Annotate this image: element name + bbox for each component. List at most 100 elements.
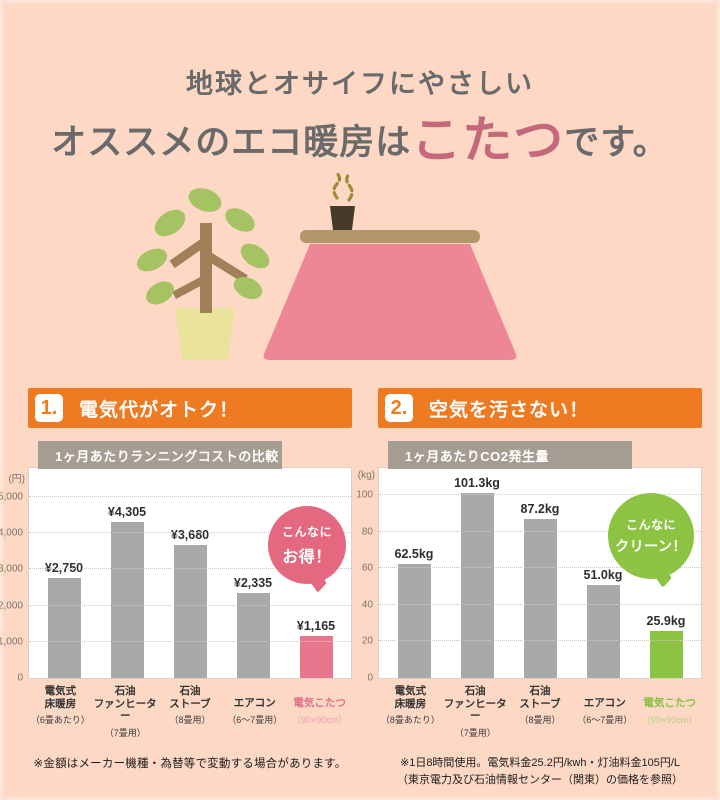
category-cell: 電気こたつ （90×90cm） bbox=[637, 685, 702, 739]
gridline bbox=[29, 568, 351, 570]
clean-badge-line1: こんなに bbox=[625, 518, 676, 532]
co2-note: ※1日8時間使用。電気料金25.2円/kwh・灯油料金105円/L （東京電力及… bbox=[378, 755, 702, 789]
bar-value-label: 101.3kg bbox=[454, 476, 500, 491]
category-note: （7畳用） bbox=[104, 727, 146, 738]
bar bbox=[110, 522, 144, 678]
gridline bbox=[379, 567, 701, 569]
bar-column: 87.2kg bbox=[510, 468, 570, 678]
bar bbox=[47, 578, 81, 678]
bar-value-label: 62.5kg bbox=[394, 546, 434, 561]
cost-chart-plot-area: (円) ¥2,750 ¥4,305 ¥3,680 ¥2,335 ¥1,165 こんなに … bbox=[0, 467, 352, 684]
co2-chart-category-labels: 電気式 床暖房 （8畳あたり） 石油 ファンヒーター （7畳用） 石油 ストーブ （8畳用… bbox=[378, 685, 702, 739]
y-tick-label: 0 bbox=[17, 672, 23, 684]
category-note: （6〜7畳用） bbox=[227, 715, 283, 725]
y-tick-label: 20 bbox=[361, 635, 373, 647]
kotatsu-illustration bbox=[136, 171, 517, 360]
bar-value-label: ¥1,165 bbox=[296, 618, 336, 633]
bar-value-label: 25.9kg bbox=[646, 613, 686, 628]
category-note: （90×90cm） bbox=[291, 715, 348, 725]
clean-badge: こんなに クリーン！ bbox=[608, 493, 694, 579]
y-tick-label: 80 bbox=[361, 526, 373, 538]
bar-value-label: ¥3,680 bbox=[170, 527, 210, 542]
header-title-highlight: こたつ bbox=[411, 110, 565, 169]
co2-chart-plot-area: (kg) 62.5kg 101.3kg 87.2kg 51.0kg 25.9kg こんな… bbox=[356, 467, 702, 684]
bar-column: ¥3,680 bbox=[160, 468, 220, 678]
category-cell: 石油 ストーブ （8畳用） bbox=[158, 685, 223, 739]
co2-note-line2: （東京電力及び石油情報センター（関東）の価格を参照） bbox=[397, 773, 683, 786]
cost-chart-unit-label: (円) bbox=[8, 474, 25, 485]
bar-column: ¥1,165 bbox=[286, 468, 346, 678]
bar bbox=[649, 630, 683, 678]
category-note: （90×90cm） bbox=[641, 715, 698, 725]
bar bbox=[299, 635, 333, 678]
cost-note: ※金額はメーカー機種・為替等で変動する場合があります。 bbox=[28, 755, 352, 771]
category-note: （7畳用） bbox=[454, 727, 496, 738]
y-tick-label: 4,000 bbox=[0, 527, 23, 539]
category-note: （8畳あたり） bbox=[380, 715, 440, 726]
y-tick-label: 0 bbox=[367, 672, 373, 684]
content-columns: 1. 電気代がオトク！ 1ヶ月あたりランニングコストの比較 (円) ¥2,750… bbox=[0, 388, 702, 789]
gridline bbox=[379, 603, 701, 605]
co2-chart-title: 1ヶ月あたりCO2発生量 bbox=[388, 441, 632, 469]
category-label: 石油 ストーブ bbox=[519, 685, 561, 710]
plant-icon bbox=[136, 188, 270, 360]
section-2-header: 2. 空気を汚さない！ bbox=[378, 388, 702, 428]
category-label: 石油 ファンヒーター bbox=[93, 685, 157, 723]
category-label: エアコン bbox=[583, 697, 626, 710]
page-header: 地球とオサイフにやさしい オススメのエコ暖房はこたつです。 bbox=[0, 62, 720, 165]
bar bbox=[460, 493, 494, 678]
bar-column: 25.9kg bbox=[636, 468, 696, 678]
co2-chart-unit-label: (kg) bbox=[357, 470, 375, 481]
bar bbox=[397, 563, 431, 678]
bar bbox=[236, 593, 270, 678]
kotatsu-icon bbox=[263, 171, 517, 360]
category-cell: 電気こたつ （90×90cm） bbox=[287, 685, 352, 739]
savings-badge-line1: こんなに bbox=[281, 525, 332, 539]
gridline bbox=[29, 640, 351, 642]
cost-chart-title: 1ヶ月あたりランニングコストの比較 bbox=[38, 441, 282, 469]
bar-value-label: 51.0kg bbox=[583, 567, 623, 582]
y-tick-label: 60 bbox=[361, 562, 373, 574]
bar-column: 51.0kg bbox=[573, 468, 633, 678]
y-tick-label: 40 bbox=[361, 599, 373, 611]
cost-note-text: ※金額はメーカー機種・為替等で変動する場合があります。 bbox=[33, 757, 347, 770]
bar-column: 101.3kg bbox=[447, 468, 507, 678]
category-label: 電気こたつ bbox=[293, 697, 346, 710]
gridline bbox=[379, 530, 701, 532]
gridline bbox=[379, 494, 701, 496]
header-title: オススメのエコ暖房はこたつです。 bbox=[0, 115, 720, 165]
bar bbox=[586, 584, 620, 678]
gridline bbox=[29, 604, 351, 606]
category-cell: 石油 ストーブ （8畳用） bbox=[508, 685, 573, 739]
bar-column: ¥2,750 bbox=[34, 468, 94, 678]
gridline bbox=[379, 640, 701, 642]
section-2-number-badge: 2. bbox=[385, 394, 413, 422]
category-label: エアコン bbox=[233, 697, 276, 710]
section-1-number-badge: 1. bbox=[35, 394, 63, 422]
category-cell: エアコン （6〜7畳用） bbox=[572, 685, 637, 739]
gridline bbox=[29, 532, 351, 534]
category-note: （8畳用） bbox=[169, 715, 211, 726]
cost-chart-card: 1ヶ月あたりランニングコストの比較 (円) ¥2,750 ¥4,305 ¥3,680… bbox=[0, 441, 352, 739]
category-cell: 電気式 床暖房 （8畳あたり） bbox=[378, 685, 443, 739]
y-tick-label: 1,000 bbox=[0, 636, 23, 648]
bar-column: ¥2,335 bbox=[223, 468, 283, 678]
category-cell: エアコン （6〜7畳用） bbox=[222, 685, 287, 739]
section-cost: 1. 電気代がオトク！ 1ヶ月あたりランニングコストの比較 (円) ¥2,750… bbox=[0, 388, 352, 789]
category-cell: 電気式 床暖房 （6畳あたり） bbox=[28, 685, 93, 739]
co2-chart-card: 1ヶ月あたりCO2発生量 (kg) 62.5kg 101.3kg 87.2kg 51.… bbox=[356, 441, 702, 739]
category-label: 電気式 床暖房 bbox=[44, 685, 77, 710]
y-tick-label: 2,000 bbox=[0, 600, 23, 612]
category-cell: 石油 ファンヒーター （7畳用） bbox=[443, 685, 508, 739]
category-label: 石油 ファンヒーター bbox=[443, 685, 507, 723]
y-tick-label: 5,000 bbox=[0, 491, 23, 503]
bar-value-label: 87.2kg bbox=[520, 501, 560, 516]
bar-value-label: ¥2,335 bbox=[233, 576, 273, 591]
category-label: 石油 ストーブ bbox=[169, 685, 211, 710]
y-tick-label: 3,000 bbox=[0, 563, 23, 575]
bar-series: 62.5kg 101.3kg 87.2kg 51.0kg 25.9kg bbox=[379, 468, 701, 678]
cost-chart-category-labels: 電気式 床暖房 （6畳あたり） 石油 ファンヒーター （7畳用） 石油 ストーブ （8畳用… bbox=[28, 685, 352, 739]
header-title-suffix: です。 bbox=[564, 122, 669, 163]
header-title-prefix: オススメのエコ暖房は bbox=[51, 122, 412, 163]
